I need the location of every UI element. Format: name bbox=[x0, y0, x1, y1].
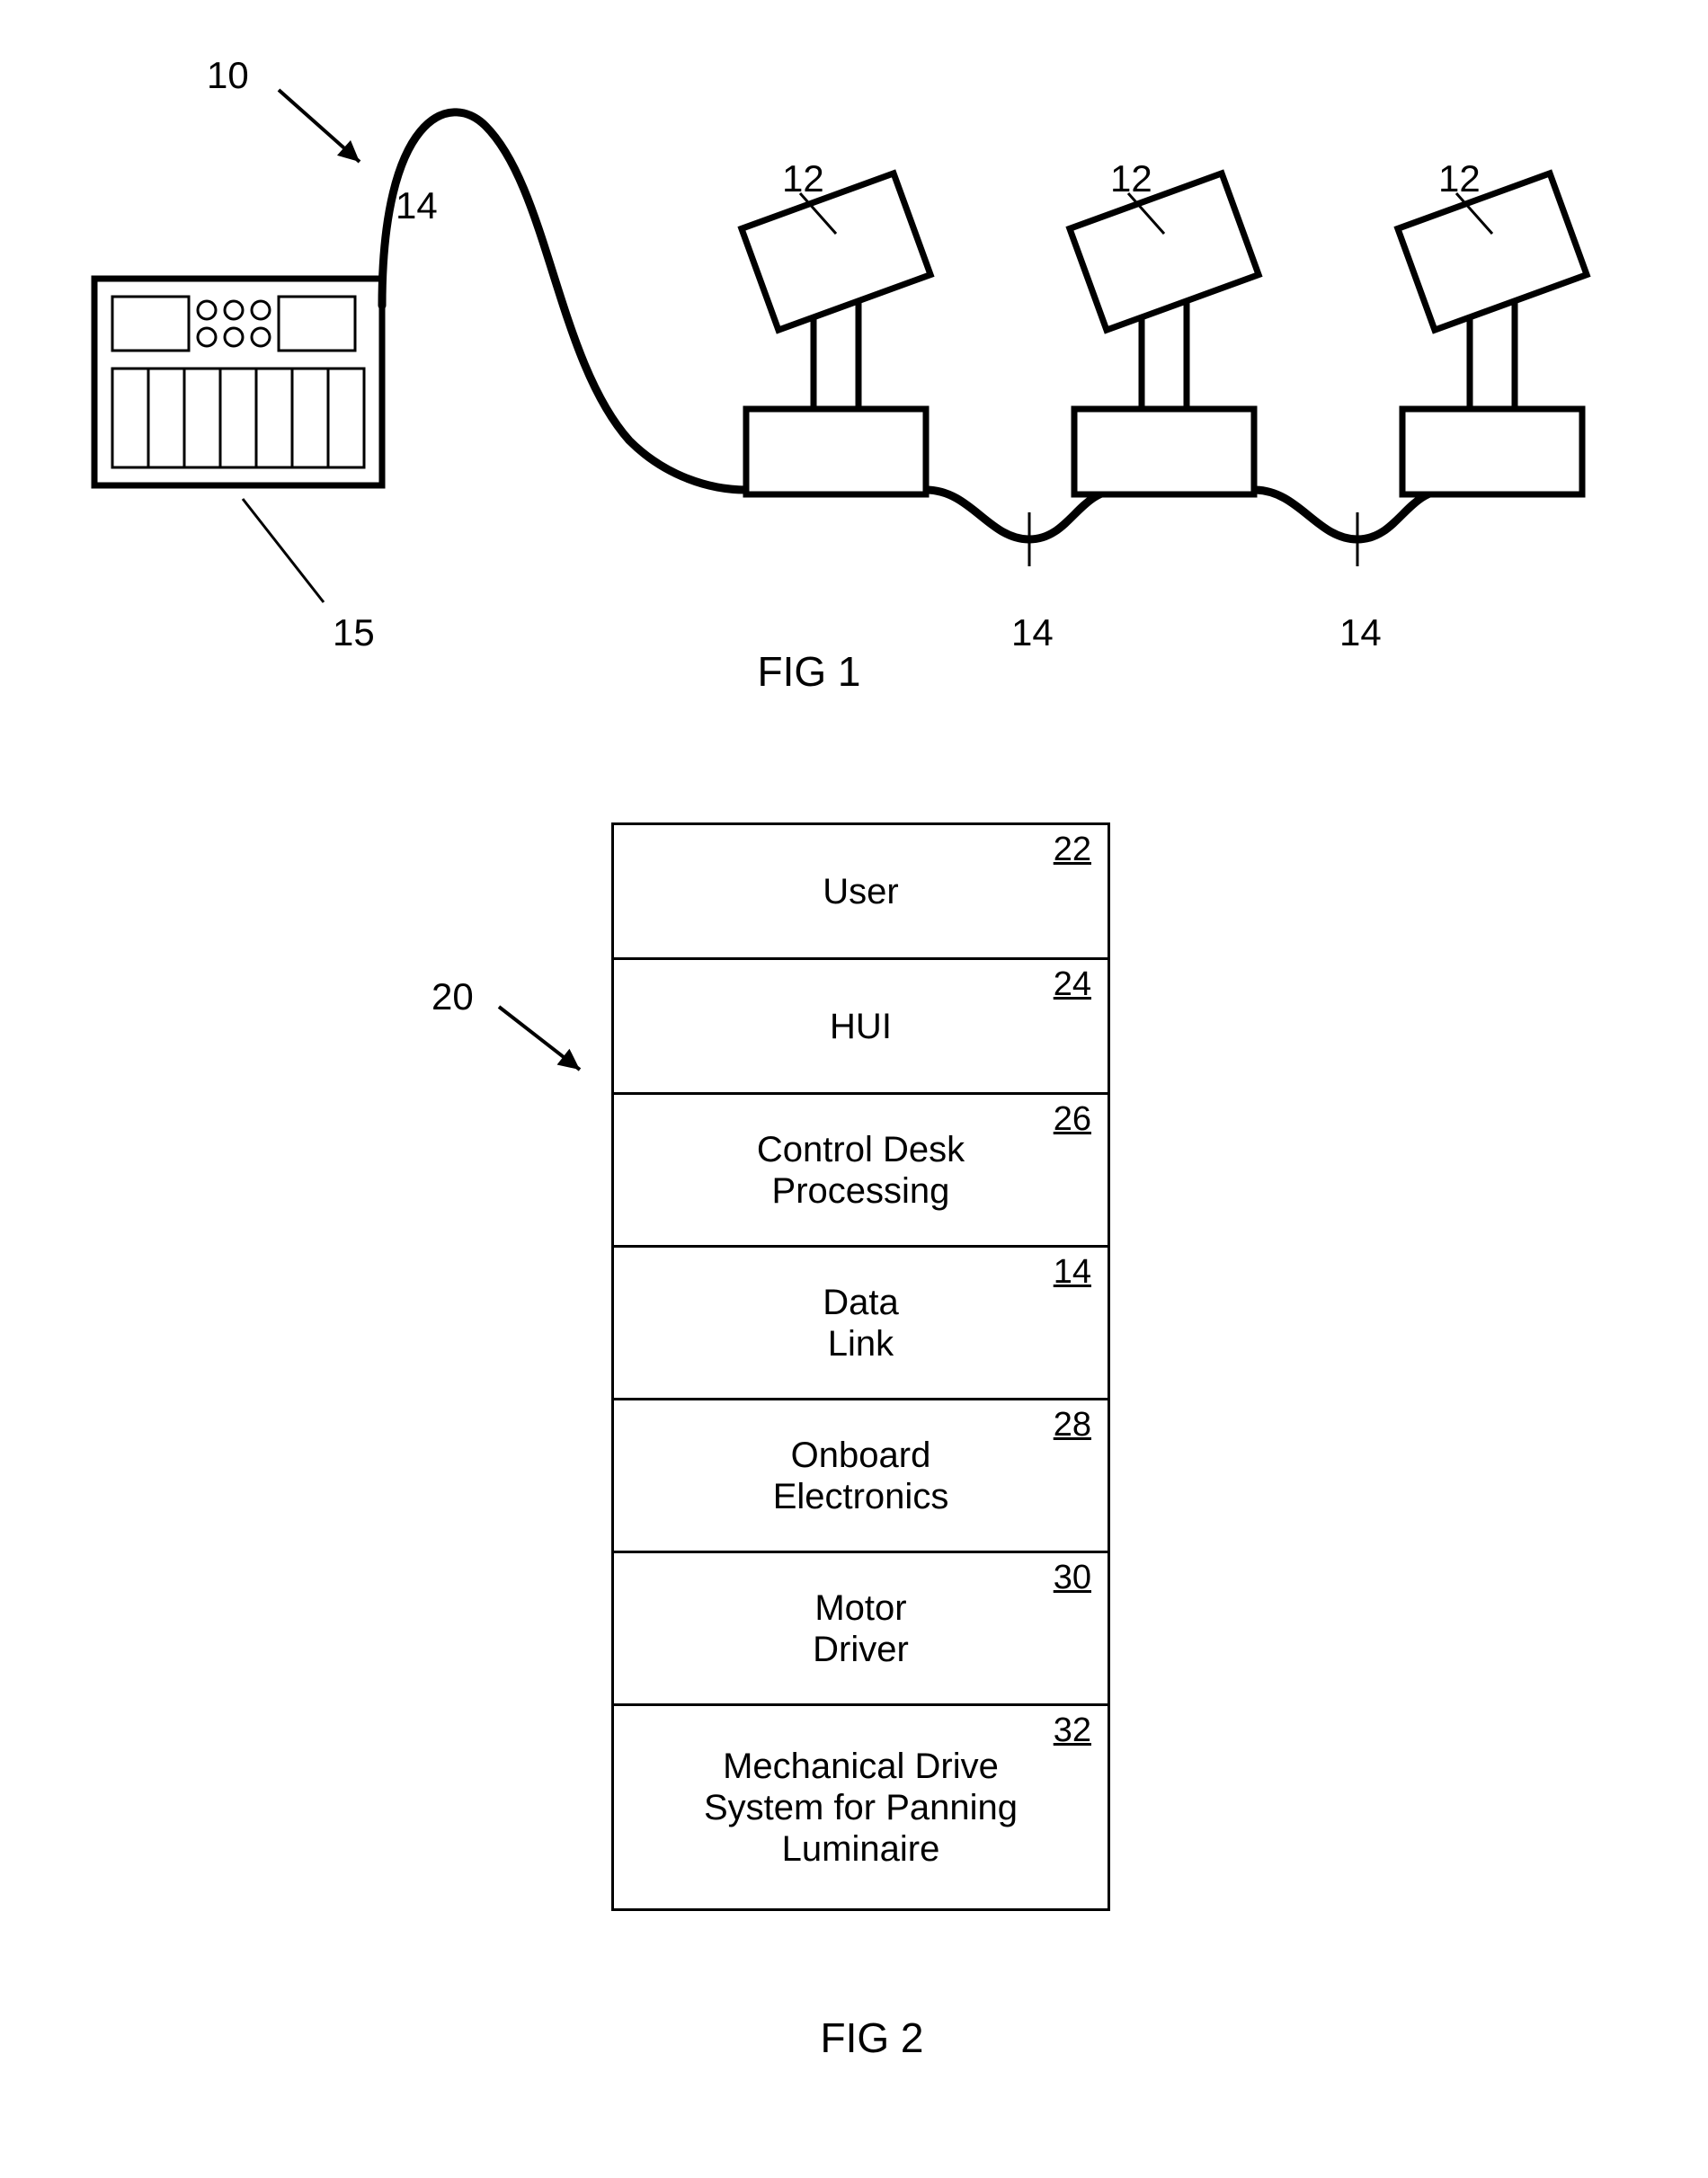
fig2-caption: FIG 2 bbox=[782, 2014, 962, 2062]
page-root: FIG 1 1015141414121212 22User24HUI26Cont… bbox=[0, 0, 1708, 2178]
fig2-system-ref: 20 bbox=[431, 975, 474, 1018]
fig2-arrow-layer bbox=[0, 0, 1708, 2178]
